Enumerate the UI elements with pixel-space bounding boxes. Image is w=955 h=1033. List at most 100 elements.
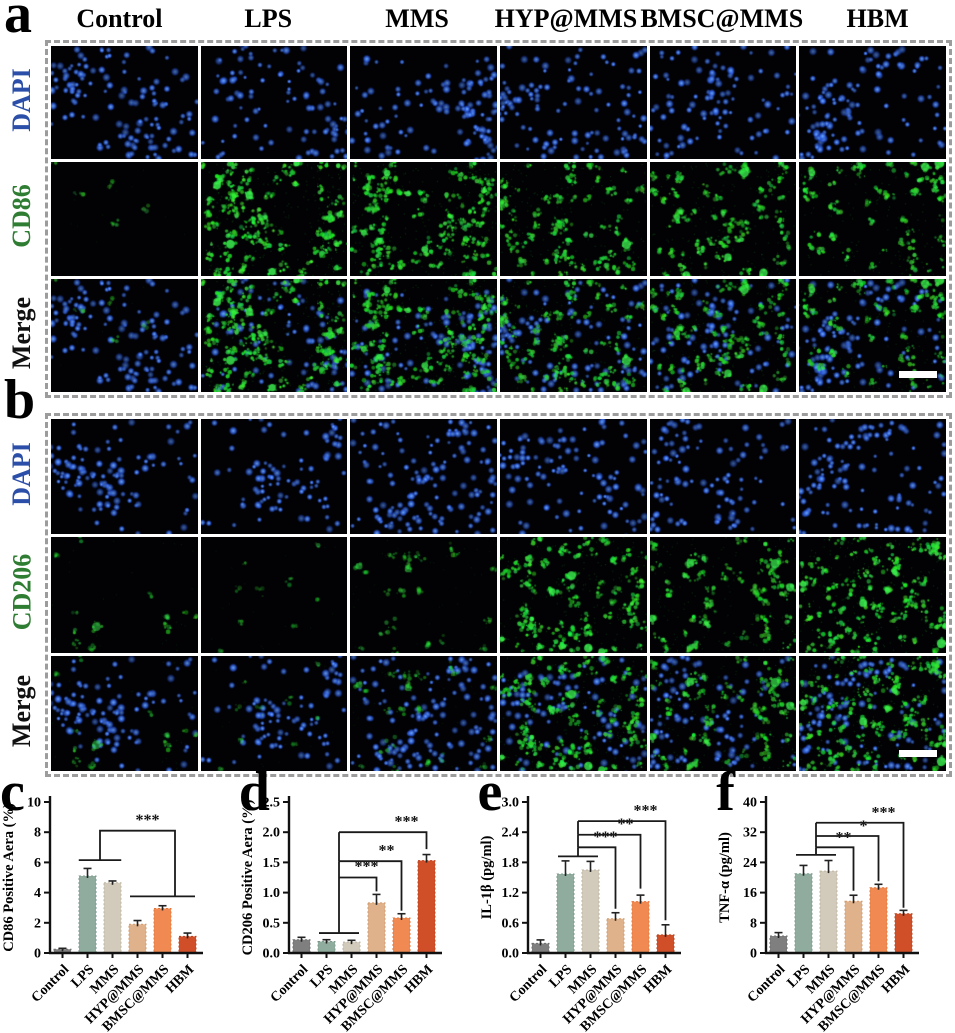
svg-text:10: 10	[27, 796, 41, 811]
row-label-b-merge: Merge	[0, 653, 44, 768]
svg-text:Control: Control	[268, 962, 312, 1006]
panel-a-micrograph-box	[45, 40, 952, 398]
micrograph-b-cd206-control	[51, 537, 198, 653]
row-label-text: DAPI	[7, 67, 36, 132]
svg-text:0.0: 0.0	[501, 947, 519, 962]
micrograph-a-dapi-mms	[350, 46, 497, 160]
micrograph-a-merge-lps	[200, 278, 348, 392]
svg-text:***: ***	[354, 858, 378, 875]
panel-b-micrograph-box	[45, 413, 952, 777]
micrograph-a-dapi-bmsc-mms	[649, 46, 797, 160]
micrograph-canvas	[51, 419, 198, 535]
micrograph-canvas	[350, 655, 497, 771]
row-label-b-cd206: CD206	[0, 534, 44, 649]
micrograph-b-dapi-hbm	[799, 419, 946, 535]
svg-text:Control: Control	[745, 962, 789, 1006]
panel-b-micrograph-grid	[51, 419, 946, 771]
panel-e-letter: e	[477, 761, 503, 823]
micrograph-canvas	[51, 655, 198, 771]
micrograph-canvas	[799, 537, 946, 653]
micrograph-b-merge-bmsc-mms	[649, 655, 797, 771]
scale-bar	[899, 371, 937, 378]
micrograph-b-cd206-mms	[350, 537, 497, 653]
column-header-control: Control	[76, 4, 163, 33]
svg-text:3.0: 3.0	[501, 796, 519, 811]
micrograph-canvas	[500, 537, 647, 653]
micrograph-canvas	[500, 46, 647, 160]
svg-text:HBM: HBM	[402, 962, 436, 996]
micrograph-canvas	[350, 162, 497, 276]
svg-text:0.5: 0.5	[262, 916, 280, 931]
micrograph-canvas	[350, 419, 497, 535]
row-label-text: Merge	[7, 296, 37, 369]
row-label-text: CD86	[7, 183, 36, 248]
svg-text:CD86 Positive Aera (%): CD86 Positive Aera (%)	[1, 803, 17, 952]
micrograph-a-merge-hyp-mms	[500, 278, 647, 392]
micrograph-canvas	[51, 537, 198, 653]
svg-text:24: 24	[743, 856, 757, 871]
micrograph-b-cd206-hbm	[799, 537, 946, 653]
panel-d-letter: d	[238, 761, 270, 823]
micrograph-b-dapi-lps	[200, 419, 348, 535]
svg-text:TNF-α (pg/ml): TNF-α (pg/ml)	[717, 832, 733, 923]
charts-row: c 0 2 4 6 8 10 Control LPS MMS HYP@MMS BMSC@MMS HBM C…	[0, 764, 955, 1033]
svg-text:1.8: 1.8	[501, 856, 519, 871]
micrograph-canvas	[649, 162, 797, 276]
micrograph-canvas	[350, 278, 497, 392]
column-header-hbm: HBM	[846, 4, 909, 33]
micrograph-a-cd86-control	[51, 162, 198, 276]
micrograph-b-dapi-hyp-mms	[500, 419, 647, 535]
row-label-a-cd86: CD86	[0, 159, 44, 272]
micrograph-b-dapi-bmsc-mms	[649, 419, 797, 535]
svg-text:32: 32	[743, 826, 757, 841]
svg-text:16: 16	[743, 886, 757, 901]
micrograph-canvas	[649, 537, 797, 653]
svg-text:HBM: HBM	[163, 962, 197, 996]
micrograph-a-cd86-hbm	[799, 162, 946, 276]
svg-text:**: **	[378, 843, 394, 860]
row-label-text: CD206	[7, 553, 36, 630]
micrograph-b-merge-hbm	[799, 655, 946, 771]
micrograph-b-cd206-hyp-mms	[500, 537, 647, 653]
panel-a-letter: a	[4, 0, 32, 45]
chart-d-plot: 0.00.51.01.52.02.5ControlLPSMMSHYP@MMSBM…	[240, 796, 442, 1033]
micrograph-canvas	[200, 278, 348, 392]
micrograph-a-cd86-lps	[200, 162, 348, 276]
micrograph-canvas	[649, 46, 797, 160]
chart-c-plot: 0246810ControlLPSMMSHYP@MMSBMSC@MMSHBMCD…	[1, 796, 203, 1033]
chart-e-plot: 0.00.61.21.82.43.0ControlLPSMMSHYP@MMSBM…	[479, 796, 681, 1033]
micrograph-a-cd86-bmsc-mms	[649, 162, 797, 276]
micrograph-a-merge-control	[51, 278, 198, 392]
svg-text:2.4: 2.4	[501, 826, 519, 841]
row-label-b-dapi: DAPI	[0, 416, 44, 531]
micrograph-a-merge-hbm	[799, 278, 946, 392]
micrograph-canvas	[200, 46, 348, 160]
micrograph-canvas	[200, 419, 348, 535]
svg-text:HBM: HBM	[879, 962, 913, 996]
panel-a-micrograph-grid	[51, 46, 946, 392]
svg-text:**: **	[836, 829, 852, 846]
svg-text:2.0: 2.0	[262, 826, 280, 841]
micrograph-canvas	[51, 278, 198, 392]
chart-d: d 0.0 0.5 1.0 1.5 2.0 2.5 Control LPS MMS HYP@MMS B…	[239, 764, 478, 1033]
svg-text:4: 4	[34, 886, 41, 901]
micrograph-b-dapi-mms	[350, 419, 497, 535]
micrograph-canvas	[200, 162, 348, 276]
svg-text:**: **	[617, 816, 633, 833]
svg-text:HBM: HBM	[641, 962, 675, 996]
micrograph-b-merge-mms	[350, 655, 497, 771]
svg-text:Control: Control	[506, 962, 550, 1006]
micrograph-canvas	[350, 46, 497, 160]
row-label-text: Merge	[7, 674, 37, 747]
row-label-a-dapi: DAPI	[0, 43, 44, 156]
micrograph-a-merge-mms	[350, 278, 497, 392]
column-header-lps: LPS	[244, 4, 293, 33]
chart-c: c 0 2 4 6 8 10 Control LPS MMS HYP@MMS BMSC@MMS HBM C…	[0, 764, 239, 1033]
micrograph-canvas	[649, 655, 797, 771]
micrograph-canvas	[649, 419, 797, 535]
micrograph-canvas	[350, 537, 497, 653]
svg-text:6: 6	[34, 856, 41, 871]
svg-text:***: ***	[394, 814, 418, 831]
svg-text:8: 8	[34, 826, 41, 841]
